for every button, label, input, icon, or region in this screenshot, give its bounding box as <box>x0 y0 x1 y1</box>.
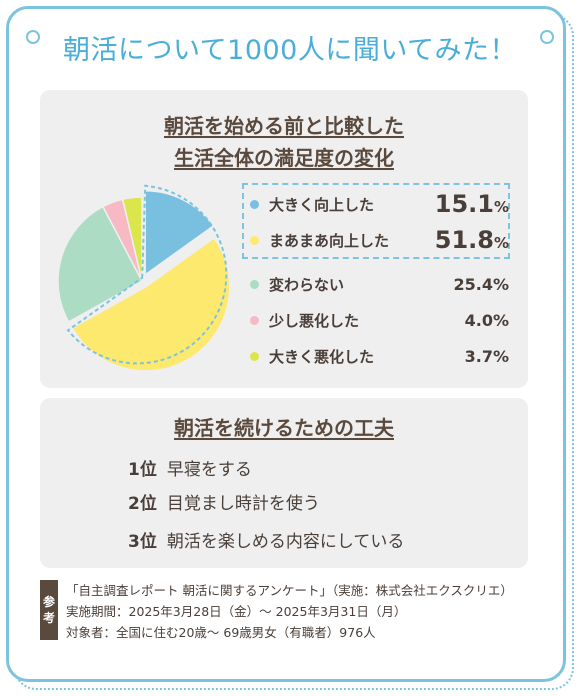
legend-item-5: 大きく悪化した 3.7% <box>250 338 509 374</box>
reference-tag: 参 考 <box>40 580 58 640</box>
legend-item-3: 変わらない 25.4% <box>250 266 509 302</box>
pie-slice-5 <box>121 196 143 282</box>
reference-tag-char-2: 考 <box>42 611 55 625</box>
tips-title: 朝活を続けるための工夫 <box>40 398 528 444</box>
legend-item-2: まあまあ向上した 51.8% <box>250 222 509 258</box>
tip-text: 目覚まし時計を使う <box>166 493 320 514</box>
legend-unit: % <box>493 198 509 216</box>
legend-label: 少し悪化した <box>269 311 360 330</box>
highlight-box <box>242 183 510 259</box>
legend-dot-icon <box>250 199 259 209</box>
legend-dot-icon <box>250 351 259 361</box>
tip-item-2: 2位 目覚まし時計を使う <box>128 484 320 518</box>
reference-target: 対象者：全国に住む20歳～ 69歳男女（有職者）976人 <box>66 625 376 640</box>
tip-text: 早寝をする <box>166 459 252 480</box>
tips-title-text: 朝活を続けるための工夫 <box>174 416 394 440</box>
tip-item-1: 1位 早寝をする <box>128 450 252 484</box>
legend-dot-icon <box>250 315 259 325</box>
legend-value: 51.8% <box>434 226 509 254</box>
chart-title-line-2: 生活全体の満足度の変化 <box>174 146 394 170</box>
tip-rank: 1位 <box>128 459 157 480</box>
chart-title-line-1: 朝活を始める前と比較した <box>164 114 404 138</box>
reference-period: 実施期間：2025年3月28日（金）～ 2025年3月31日（月） <box>66 604 407 619</box>
legend-label: まあまあ向上した <box>269 231 390 250</box>
legend-item-1: 大きく向上した 15.1% <box>250 186 509 222</box>
pin-right-icon <box>540 30 554 44</box>
legend-value: 25.4% <box>453 274 509 294</box>
legend-value: 15.1% <box>434 190 509 218</box>
legend-label: 変わらない <box>269 275 345 294</box>
legend-value: 4.0% <box>464 310 509 330</box>
highlight-outline <box>66 184 228 365</box>
tip-item-3: 3位 朝活を楽しめる内容にしている <box>128 522 404 556</box>
page-title: 朝活について1000人に聞いてみた！ <box>62 35 518 66</box>
legend-unit: % <box>493 234 509 252</box>
legend-value: 3.7% <box>464 346 509 366</box>
pie-slice-3 <box>57 205 144 323</box>
reference-tag-char-1: 参 <box>42 595 55 609</box>
pie-slice-2 <box>71 236 231 372</box>
legend-dot-icon <box>250 279 259 289</box>
chart-title: 朝活を始める前と比較した 生活全体の満足度の変化 <box>40 90 528 174</box>
legend-label: 大きく悪化した <box>269 347 375 366</box>
legend-item-4: 少し悪化した 4.0% <box>250 302 509 338</box>
pin-left-icon <box>26 30 40 44</box>
legend-label: 大きく向上した <box>269 195 375 214</box>
tip-rank: 2位 <box>128 493 157 514</box>
pie-slice-1 <box>144 190 215 277</box>
legend-dot-icon <box>250 235 259 245</box>
tip-text: 朝活を楽しめる内容にしている <box>166 531 405 552</box>
tip-rank: 3位 <box>128 531 157 552</box>
reference-source: 「自主調査レポート 朝活に関するアンケート」（実施：株式会社エクスクリエ） <box>66 583 513 598</box>
tips-panel: 朝活を続けるための工夫 <box>40 398 528 568</box>
